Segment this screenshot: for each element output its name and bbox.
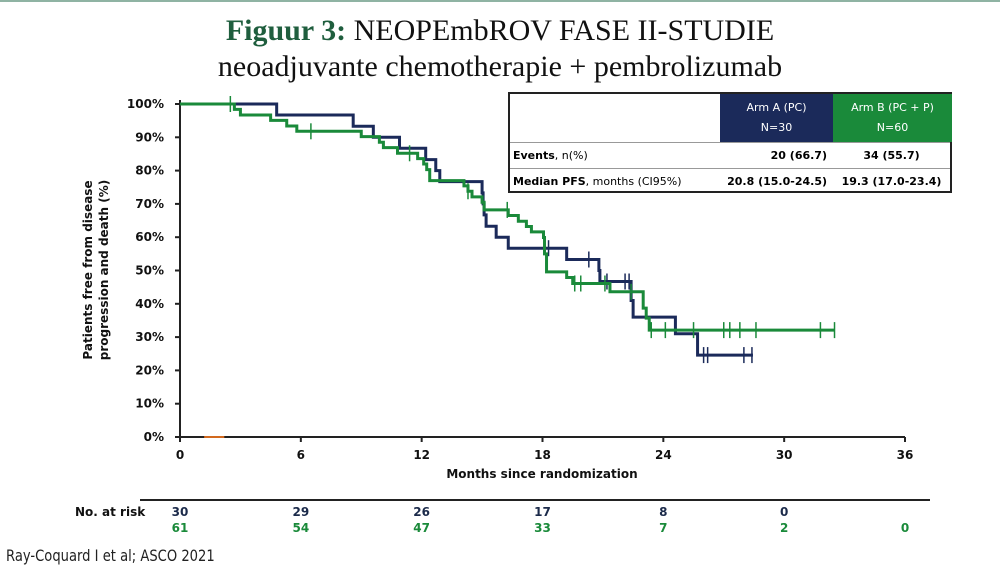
x-tick-label: 30 — [776, 448, 793, 462]
axes: 0% 10% 20% 30% 40% 50% 60% 70% 80% 90% 100% 0 6 12 18 2… — [127, 97, 913, 462]
arm-b-header: Arm B (PC + P) N=60 — [833, 94, 952, 142]
events-arm-b: 34 (55.7) — [863, 149, 920, 162]
at-risk-value: 47 — [413, 521, 431, 535]
y-tick-label: 20% — [135, 363, 164, 377]
x-tick-label: 12 — [413, 448, 430, 462]
events-label-rest: , n(%) — [554, 149, 588, 162]
at-risk-value: 17 — [534, 505, 551, 519]
at-risk-value: 26 — [413, 505, 431, 519]
at-risk-divider — [140, 499, 930, 501]
at-risk-value: 33 — [534, 521, 551, 535]
y-tick-label: 30% — [135, 330, 164, 344]
summary-table: Arm A (PC) N=30 Arm B (PC + P) N=60 Events… — [508, 92, 952, 193]
at-risk-value: 61 — [171, 521, 189, 535]
at-risk-label: No. at risk — [75, 505, 146, 519]
y-tick-label: 70% — [135, 197, 164, 211]
median-arm-a: 20.8 (15.0-24.5) — [727, 175, 827, 188]
at-risk-value: 8 — [659, 505, 668, 519]
arm-a-header: Arm A (PC) N=30 — [720, 94, 833, 142]
figure-subtitle: neoadjuvante chemotherapie + pembrolizum… — [217, 50, 783, 83]
at-risk-value: 7 — [659, 521, 668, 535]
x-tick-label: 24 — [655, 448, 672, 462]
y-tick-label: 90% — [135, 130, 164, 144]
arm-b-n: N=60 — [876, 121, 909, 134]
events-arm-a: 20 (66.7) — [770, 149, 827, 162]
top-border — [0, 0, 1000, 2]
figure-title: Figuur 3: NEOPEmbROV FASE II-STUDIE — [0, 14, 1000, 48]
y-tick-label: 80% — [135, 164, 164, 178]
curve-arm_b — [180, 102, 835, 332]
at-risk-value: 29 — [292, 505, 310, 519]
median-arm-b: 19.3 (17.0-23.4) — [841, 175, 942, 188]
median-label-rest: , months (CI95%) — [585, 175, 682, 188]
curves — [180, 96, 836, 364]
y-tick-label: 10% — [135, 397, 164, 411]
median-label: Median PFS, months (CI95%) — [513, 169, 682, 194]
y-tick-label: 100% — [127, 97, 164, 111]
at-risk-value: 30 — [171, 505, 189, 519]
y-tick-label: 40% — [135, 297, 164, 311]
arm-a-n: N=30 — [760, 121, 793, 134]
study-name: NEOPEmbROV FASE II-STUDIE — [353, 14, 775, 47]
x-tick-label: 36 — [897, 448, 914, 462]
at-risk-value: 0 — [900, 521, 910, 535]
y-tick-label: 0% — [144, 430, 164, 444]
median-label-bold: Median PFS — [513, 175, 586, 188]
figure-number: Figuur 3: — [225, 14, 347, 47]
source-citation: Ray-Coquard I et al; ASCO 2021 — [6, 546, 215, 565]
x-tick-label: 6 — [297, 448, 305, 462]
y-axis-label-line2: progression and death (%) — [97, 180, 111, 360]
y-tick-label: 60% — [135, 230, 164, 244]
events-row: Events, n(%) 20 (66.7) 34 (55.7) — [510, 142, 950, 168]
at-risk-value: 0 — [779, 505, 789, 519]
x-tick-label: 0 — [176, 448, 184, 462]
y-tick-label: 50% — [135, 264, 164, 278]
arm-b-label: Arm B (PC + P) — [851, 101, 934, 114]
events-label: Events, n(%) — [513, 143, 588, 168]
median-pfs-row: Median PFS, months (CI95%) 20.8 (15.0-24… — [510, 168, 950, 194]
x-tick-label: 18 — [534, 448, 551, 462]
y-axis-label-line1: Patients free from disease — [81, 180, 95, 359]
at-risk-value: 54 — [292, 521, 310, 535]
curve-arm_a — [180, 102, 753, 357]
events-label-bold: Events — [513, 149, 555, 162]
at-risk-value: 2 — [779, 521, 789, 535]
arm-a-label: Arm A (PC) — [746, 101, 807, 114]
x-axis-label: Months since randomization — [446, 467, 637, 481]
